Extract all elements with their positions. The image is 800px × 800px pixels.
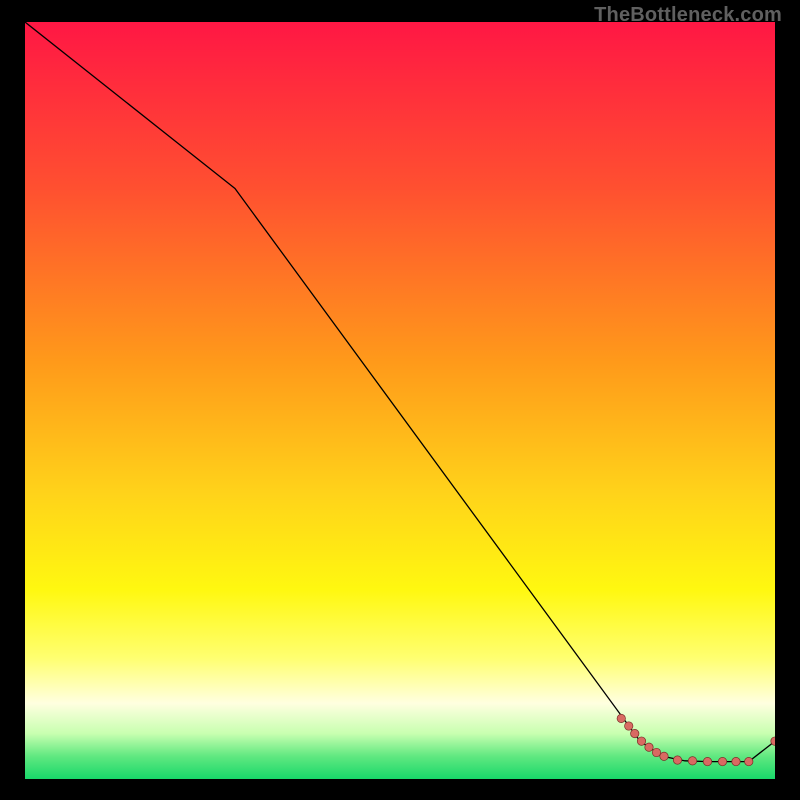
data-marker [732, 757, 740, 765]
data-marker [617, 714, 625, 722]
data-marker [660, 752, 668, 760]
data-marker [645, 743, 653, 751]
data-marker [631, 729, 639, 737]
data-marker [688, 757, 696, 765]
data-marker [745, 757, 753, 765]
chart-svg [25, 22, 775, 779]
data-marker [718, 757, 726, 765]
marker-group [617, 714, 775, 766]
bottleneck-curve [25, 22, 775, 762]
data-marker [637, 737, 645, 745]
data-marker [625, 722, 633, 730]
chart-container: { "watermark": { "text": "TheBottleneck.… [0, 0, 800, 800]
data-marker [703, 757, 711, 765]
data-marker [673, 756, 681, 764]
data-marker [652, 748, 660, 756]
